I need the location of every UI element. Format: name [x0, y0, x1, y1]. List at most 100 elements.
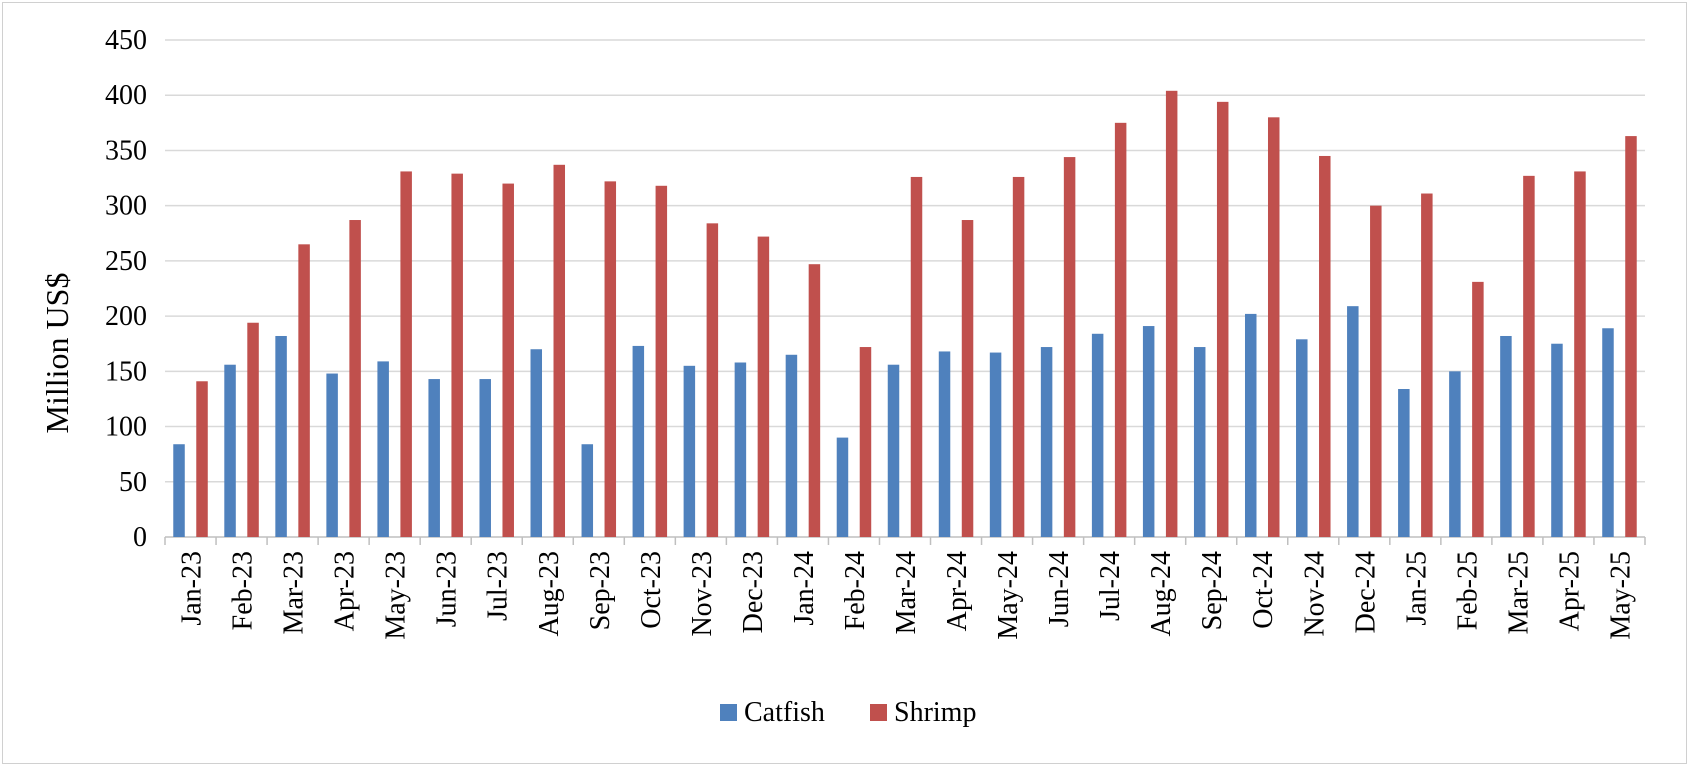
y-tick-label: 250: [105, 246, 147, 277]
legend: Catfish Shrimp: [720, 697, 976, 728]
bar-shrimp: [1421, 193, 1433, 537]
bar-shrimp: [1165, 90, 1178, 538]
bar-catfish: [1296, 339, 1308, 537]
y-axis-ticks: 0 50 100 150 200 250 300 350 400 450: [105, 25, 147, 553]
bar-catfish: [683, 365, 696, 537]
legend-label-catfish: Catfish: [744, 697, 825, 728]
bar-catfish: [1347, 306, 1359, 537]
bar-shrimp: [247, 322, 259, 537]
bar-catfish: [632, 345, 645, 537]
bar-shrimp: [298, 244, 310, 537]
y-tick-label: 100: [105, 412, 147, 443]
x-tick-label: Dec-23: [738, 551, 769, 633]
bar-catfish: [1040, 347, 1053, 537]
x-tick-label: Feb-25: [1452, 551, 1483, 630]
bar-catfish: [275, 335, 287, 537]
bar-shrimp: [1319, 155, 1331, 537]
bar-catfish: [836, 437, 849, 537]
bar-catfish: [1449, 371, 1461, 537]
x-tick-label: Oct-23: [636, 551, 667, 629]
x-tick-label: Jul-23: [483, 551, 514, 621]
bar-shrimp: [757, 236, 770, 537]
bar-catfish: [989, 352, 1002, 537]
bar-catfish: [1551, 343, 1563, 537]
legend-swatch-catfish: [720, 704, 737, 721]
y-tick-label: 150: [105, 356, 147, 387]
y-tick-label: 50: [119, 467, 147, 498]
x-tick-label: Feb-24: [840, 551, 871, 630]
bar-catfish: [887, 364, 900, 537]
bar-shrimp: [1574, 171, 1586, 537]
x-tick-label: Nov-23: [687, 551, 718, 637]
x-tick-label: Jun-23: [432, 551, 463, 627]
bar-catfish: [938, 351, 951, 537]
bar-shrimp: [349, 220, 361, 537]
bar-catfish: [1500, 335, 1512, 537]
bar-catfish: [224, 364, 236, 537]
x-tick-label: Aug-24: [1146, 551, 1177, 637]
y-axis-label: Million US$: [39, 273, 75, 434]
x-tick-label: Apr-25: [1554, 551, 1585, 631]
bar-shrimp: [961, 220, 974, 537]
x-tick-label: Apr-24: [942, 551, 973, 631]
x-tick-label: Apr-23: [330, 551, 361, 631]
x-tick-label: Jul-24: [1095, 551, 1126, 621]
bar-shrimp: [1216, 101, 1229, 537]
y-tick-label: 200: [105, 301, 147, 332]
bar-catfish: [1193, 347, 1206, 537]
bar-shrimp: [1267, 117, 1280, 537]
bar-shrimp: [859, 347, 872, 537]
x-tick-label: Feb-23: [228, 551, 259, 630]
x-axis-ticks: Jan-23 Feb-23 Mar-23 Apr-23 May-23 Jun-23 Jul-…: [177, 551, 1637, 640]
bar-catfish: [326, 373, 338, 537]
bar-catfish: [1398, 389, 1410, 537]
bar-shrimp: [553, 164, 566, 538]
x-tick-label: Aug-23: [534, 551, 565, 637]
bar-shrimp: [451, 173, 463, 537]
bar-shrimp: [808, 264, 821, 537]
bars: [173, 90, 1637, 538]
bar-shrimp: [1370, 205, 1382, 538]
x-tick-label: Dec-24: [1350, 551, 1381, 633]
bar-shrimp: [1012, 176, 1025, 537]
bar-catfish: [479, 379, 491, 537]
bar-shrimp: [1114, 122, 1127, 537]
bar-catfish: [1244, 313, 1257, 537]
y-tick-label: 300: [105, 191, 147, 222]
x-tick-label: May-23: [381, 551, 412, 640]
bar-shrimp: [502, 183, 514, 537]
bar-shrimp: [655, 185, 668, 538]
bar-shrimp: [706, 223, 719, 537]
bar-catfish: [734, 362, 747, 537]
x-tick-label: Sep-24: [1197, 551, 1228, 630]
y-tick-label: 350: [105, 135, 147, 166]
bar-catfish: [1091, 333, 1104, 537]
bar-shrimp: [1063, 157, 1076, 537]
legend-swatch-shrimp: [870, 704, 887, 721]
bar-catfish: [1142, 326, 1155, 537]
x-tick-label: Mar-24: [891, 551, 922, 634]
x-tick-label: Oct-24: [1248, 551, 1279, 629]
bar-catfish: [530, 349, 543, 537]
x-tick-label: Jan-24: [789, 551, 820, 626]
bar-shrimp: [910, 176, 923, 537]
y-tick-label: 400: [105, 80, 147, 111]
x-tick-label: Jan-25: [1401, 551, 1432, 626]
bar-catfish: [785, 354, 798, 537]
bar-catfish: [1602, 328, 1614, 537]
x-tick-label: May-25: [1605, 551, 1636, 640]
bar-catfish: [581, 444, 594, 537]
legend-label-shrimp: Shrimp: [894, 697, 976, 728]
x-tick-label: Sep-23: [585, 551, 616, 630]
bar-catfish: [428, 379, 440, 537]
bar-shrimp: [196, 381, 208, 537]
bar-shrimp: [1523, 175, 1535, 537]
bar-shrimp: [1625, 136, 1637, 537]
y-tick-label: 450: [105, 25, 147, 56]
y-tick-label: 0: [133, 522, 147, 553]
x-tick-label: Mar-23: [279, 551, 310, 634]
x-tick-label: Mar-25: [1503, 551, 1534, 634]
x-tick-label: Nov-24: [1299, 551, 1330, 637]
bar-shrimp: [400, 171, 412, 537]
